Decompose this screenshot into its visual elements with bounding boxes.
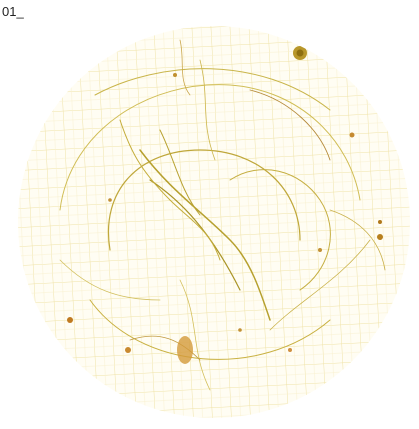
filter-photo	[0, 0, 419, 429]
filter-grid	[0, 0, 419, 429]
image-label: 01_	[2, 4, 24, 19]
image-view: 01_	[0, 0, 419, 429]
